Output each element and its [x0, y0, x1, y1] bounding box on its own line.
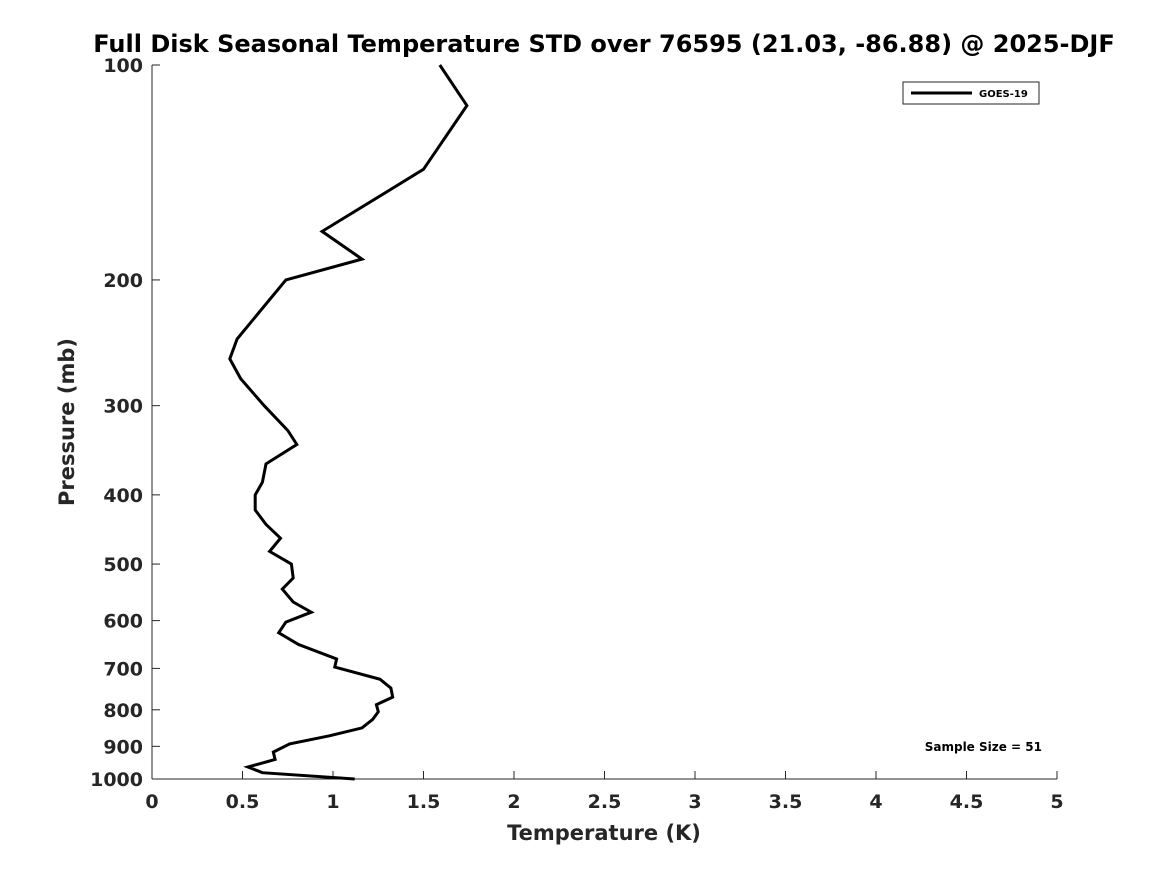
x-axis-label: Temperature (K)	[507, 821, 701, 845]
y-tick-label: 100	[103, 55, 143, 77]
y-tick-label: 300	[103, 396, 143, 418]
series-line-goes-19	[228, 64, 469, 781]
y-ticks: 100 200 300 400 500 600 700 800 900 1000	[90, 55, 160, 791]
legend-label: GOES-19	[979, 89, 1028, 100]
y-tick-label: 400	[103, 485, 143, 507]
legend: GOES-19	[902, 81, 1040, 105]
y-tick-label: 200	[103, 270, 143, 292]
y-tick-label: 600	[103, 611, 143, 633]
y-tick-label: 1000	[90, 769, 143, 791]
y-tick-label: 800	[103, 700, 143, 722]
x-tick-label: 0	[145, 791, 158, 813]
x-tick-label: 1	[326, 791, 339, 813]
x-tick-label: 1.5	[407, 791, 441, 813]
x-tick-label: 4.5	[950, 791, 984, 813]
x-tick-label: 4	[869, 791, 882, 813]
x-tick-label: 3	[688, 791, 701, 813]
sample-size-annotation: Sample Size = 51	[925, 740, 1042, 754]
y-tick-label: 900	[103, 736, 143, 758]
chart-title: Full Disk Seasonal Temperature STD over …	[93, 30, 1115, 58]
series-layer	[228, 64, 469, 781]
x-tick-label: 3.5	[769, 791, 803, 813]
x-tick-label: 0.5	[226, 791, 260, 813]
y-axis-label: Pressure (mb)	[55, 338, 79, 506]
y-tick-label: 500	[103, 554, 143, 576]
y-tick-label: 700	[103, 658, 143, 680]
x-ticks: 0 0.5 1 1.5 2 2.5 3 3.5 4 4.5 5	[145, 771, 1064, 813]
x-tick-label: 5	[1050, 791, 1063, 813]
x-tick-label: 2	[507, 791, 520, 813]
x-tick-label: 2.5	[588, 791, 622, 813]
